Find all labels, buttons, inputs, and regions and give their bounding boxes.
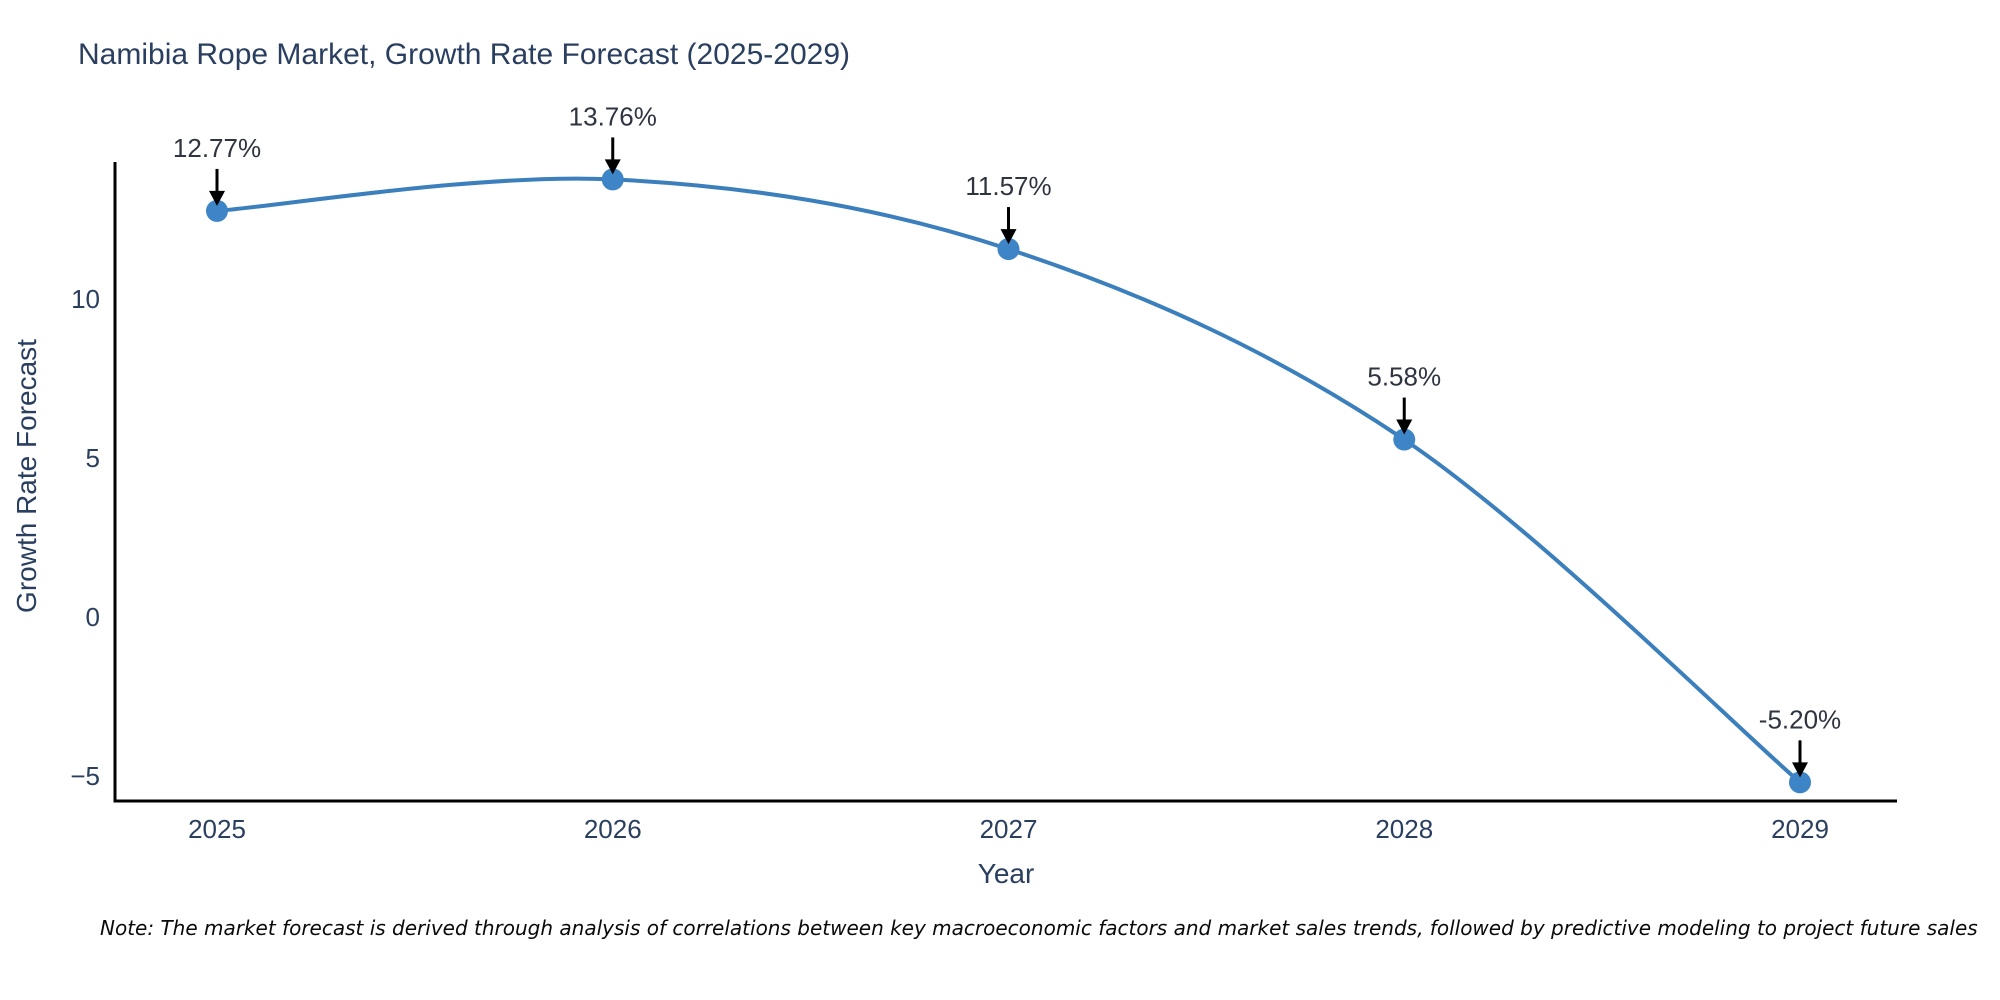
data-point-marker [601, 168, 624, 191]
series-line [215, 176, 1802, 785]
y-axis-title: Growth Rate Forecast [11, 339, 42, 613]
y-tick-label: −5 [70, 761, 100, 791]
point-annotation-label: 5.58% [1367, 362, 1441, 392]
x-tick-label: 2025 [188, 814, 246, 844]
point-annotation-label: 11.57% [965, 171, 1051, 201]
data-point-marker [206, 199, 228, 222]
annotation-arrowhead-icon [1000, 229, 1017, 245]
annotation-arrowhead-icon [209, 190, 225, 206]
x-tick-label: 2027 [980, 814, 1038, 844]
y-tick-label: 5 [86, 443, 100, 473]
y-tick-label: 10 [71, 284, 100, 314]
y-tick-label: 0 [86, 602, 100, 632]
x-tick-label: 2026 [584, 814, 642, 844]
point-annotation-label: 13.76% [569, 101, 657, 131]
annotation-arrowhead-icon [1396, 419, 1413, 435]
x-tick-label: 2028 [1375, 814, 1433, 844]
x-tick-label: 2029 [1771, 814, 1829, 844]
data-point-marker [1393, 428, 1416, 451]
annotation-arrowhead-icon [604, 159, 621, 175]
x-axis-title: Year [977, 858, 1035, 889]
footnote-text: Note: The market forecast is derived thr… [100, 916, 1978, 940]
chart-title: Namibia Rope Market, Growth Rate Forecas… [78, 38, 851, 71]
data-point-marker [997, 238, 1020, 261]
data-point-marker [1789, 771, 1811, 794]
annotation-arrowhead-icon [1792, 762, 1808, 778]
point-annotation-label: -5.20% [1759, 704, 1841, 734]
point-annotation-label: 12.77% [173, 133, 261, 163]
